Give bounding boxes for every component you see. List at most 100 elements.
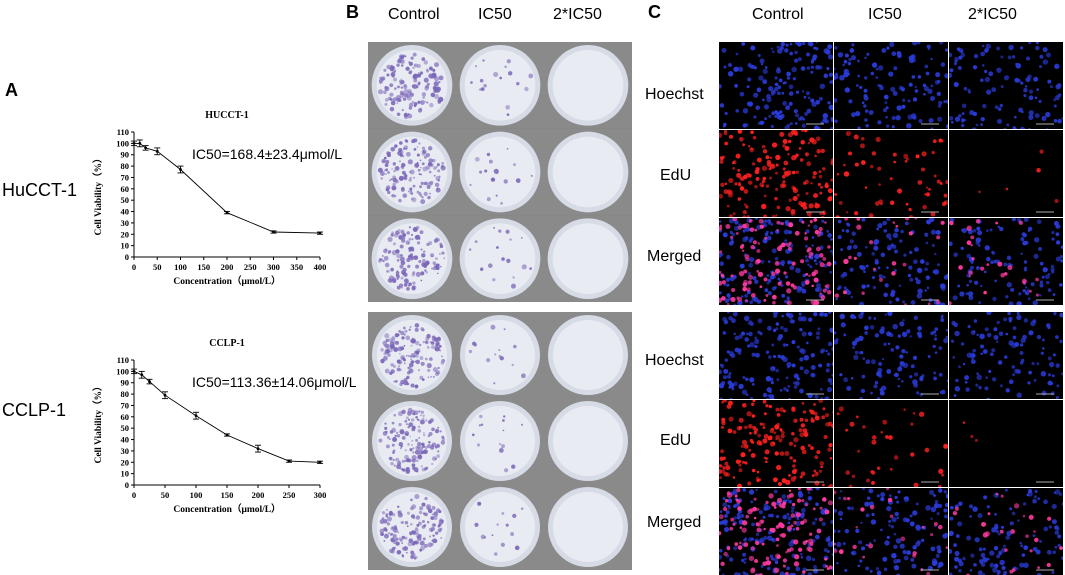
row-label-hucct1: HuCCT-1 <box>2 180 77 201</box>
nucleus-hoechst <box>757 330 761 334</box>
colony <box>391 339 396 344</box>
nucleus-edu <box>791 186 795 190</box>
nucleus-merged <box>839 549 844 554</box>
nucleus-hoechst <box>1059 313 1063 318</box>
chart-title: HUCCT-1 <box>205 110 249 121</box>
nucleus-hoechst <box>752 353 756 357</box>
nucleus-merged <box>819 507 822 510</box>
nucleus-merged <box>757 508 760 511</box>
colony <box>411 198 414 201</box>
colony <box>392 437 397 442</box>
nucleus-hoechst <box>788 541 793 546</box>
colony <box>406 376 409 379</box>
nucleus-hoechst <box>842 64 845 67</box>
nucleus-hoechst <box>1028 330 1033 335</box>
nucleus-hoechst <box>883 276 886 279</box>
nucleus-hoechst <box>999 331 1004 336</box>
nucleus-merged <box>844 218 848 221</box>
nucleus-hoechst <box>802 90 805 93</box>
colony <box>385 344 390 349</box>
colony <box>381 159 385 163</box>
nucleus-edu <box>799 428 803 432</box>
colony <box>393 380 395 382</box>
nucleus-edu <box>854 134 859 139</box>
nucleus-hoechst <box>1046 323 1050 327</box>
nucleus-merged <box>756 527 761 532</box>
x-axis-label: Concentration（μmol/L） <box>173 275 280 287</box>
x-tick-label: 350 <box>290 262 303 272</box>
nucleus-edu <box>763 177 767 181</box>
nucleus-hoechst <box>845 87 850 92</box>
nucleus-hoechst <box>1006 388 1010 392</box>
chart-title: CCLP-1 <box>209 338 245 349</box>
nucleus-hoechst <box>861 265 866 270</box>
nucleus-hoechst <box>787 521 790 524</box>
colony <box>410 355 412 357</box>
nucleus-merged <box>1025 534 1029 538</box>
colony <box>502 419 505 422</box>
colony <box>428 432 432 436</box>
colony <box>391 195 393 197</box>
nucleus-merged <box>753 240 757 244</box>
nucleus-merged <box>763 528 765 530</box>
nucleus-hoechst <box>1059 340 1063 344</box>
nucleus-hoechst <box>728 372 731 375</box>
nucleus-hoechst <box>1033 534 1036 537</box>
nucleus-hoechst <box>925 505 930 510</box>
nucleus-hoechst <box>986 229 989 232</box>
nucleus-edu <box>770 429 775 434</box>
nucleus-hoechst <box>1012 126 1015 129</box>
nucleus-hoechst <box>892 125 895 128</box>
nucleus-edu <box>737 197 741 201</box>
nucleus-merged <box>742 528 747 533</box>
nucleus-hoechst <box>798 492 803 497</box>
nucleus-hoechst <box>1001 526 1004 529</box>
nucleus-hoechst <box>857 60 860 63</box>
nucleus-edu <box>848 151 852 155</box>
colony <box>416 272 421 277</box>
nucleus-edu <box>742 403 747 408</box>
nucleus-edu <box>719 476 722 479</box>
nucleus-hoechst <box>945 48 948 51</box>
nucleus-merged <box>760 225 764 229</box>
nucleus-hoechst <box>877 84 880 87</box>
nucleus-hoechst <box>838 220 842 224</box>
nucleus-hoechst <box>953 543 957 547</box>
plate-well <box>465 50 536 121</box>
nucleus-hoechst <box>1028 128 1032 129</box>
nucleus-hoechst <box>827 233 832 238</box>
nucleus-hoechst <box>826 537 830 541</box>
nucleus-merged <box>827 290 832 295</box>
nucleus-hoechst <box>759 510 763 514</box>
colony <box>429 66 433 70</box>
nucleus-edu <box>871 481 875 485</box>
colony <box>436 188 441 193</box>
nucleus-hoechst <box>1016 63 1022 69</box>
colony <box>415 235 420 240</box>
nucleus-hoechst <box>969 515 971 517</box>
nucleus-hoechst <box>783 328 788 333</box>
colony <box>399 160 401 162</box>
nucleus-hoechst <box>737 516 741 520</box>
nucleus-hoechst <box>802 124 806 128</box>
colony <box>406 416 409 419</box>
nucleus-edu <box>871 440 876 445</box>
nucleus-merged <box>938 525 943 530</box>
colony <box>404 420 407 423</box>
nucleus-merged <box>816 247 821 252</box>
nucleus-merged <box>759 520 764 525</box>
nucleus-hoechst <box>911 55 914 58</box>
nucleus-hoechst <box>1012 373 1015 376</box>
nucleus-hoechst <box>749 342 754 347</box>
nucleus-hoechst <box>764 220 767 223</box>
colony <box>512 276 514 278</box>
nucleus-hoechst <box>816 283 821 288</box>
nucleus-hoechst <box>772 51 775 54</box>
colony <box>418 260 421 263</box>
nucleus-hoechst <box>787 385 790 388</box>
colony-plate-image <box>368 312 632 570</box>
nucleus-edu <box>748 449 751 452</box>
nucleus-hoechst <box>785 275 788 278</box>
nucleus-hoechst <box>824 74 829 79</box>
nucleus-hoechst <box>1010 521 1014 525</box>
